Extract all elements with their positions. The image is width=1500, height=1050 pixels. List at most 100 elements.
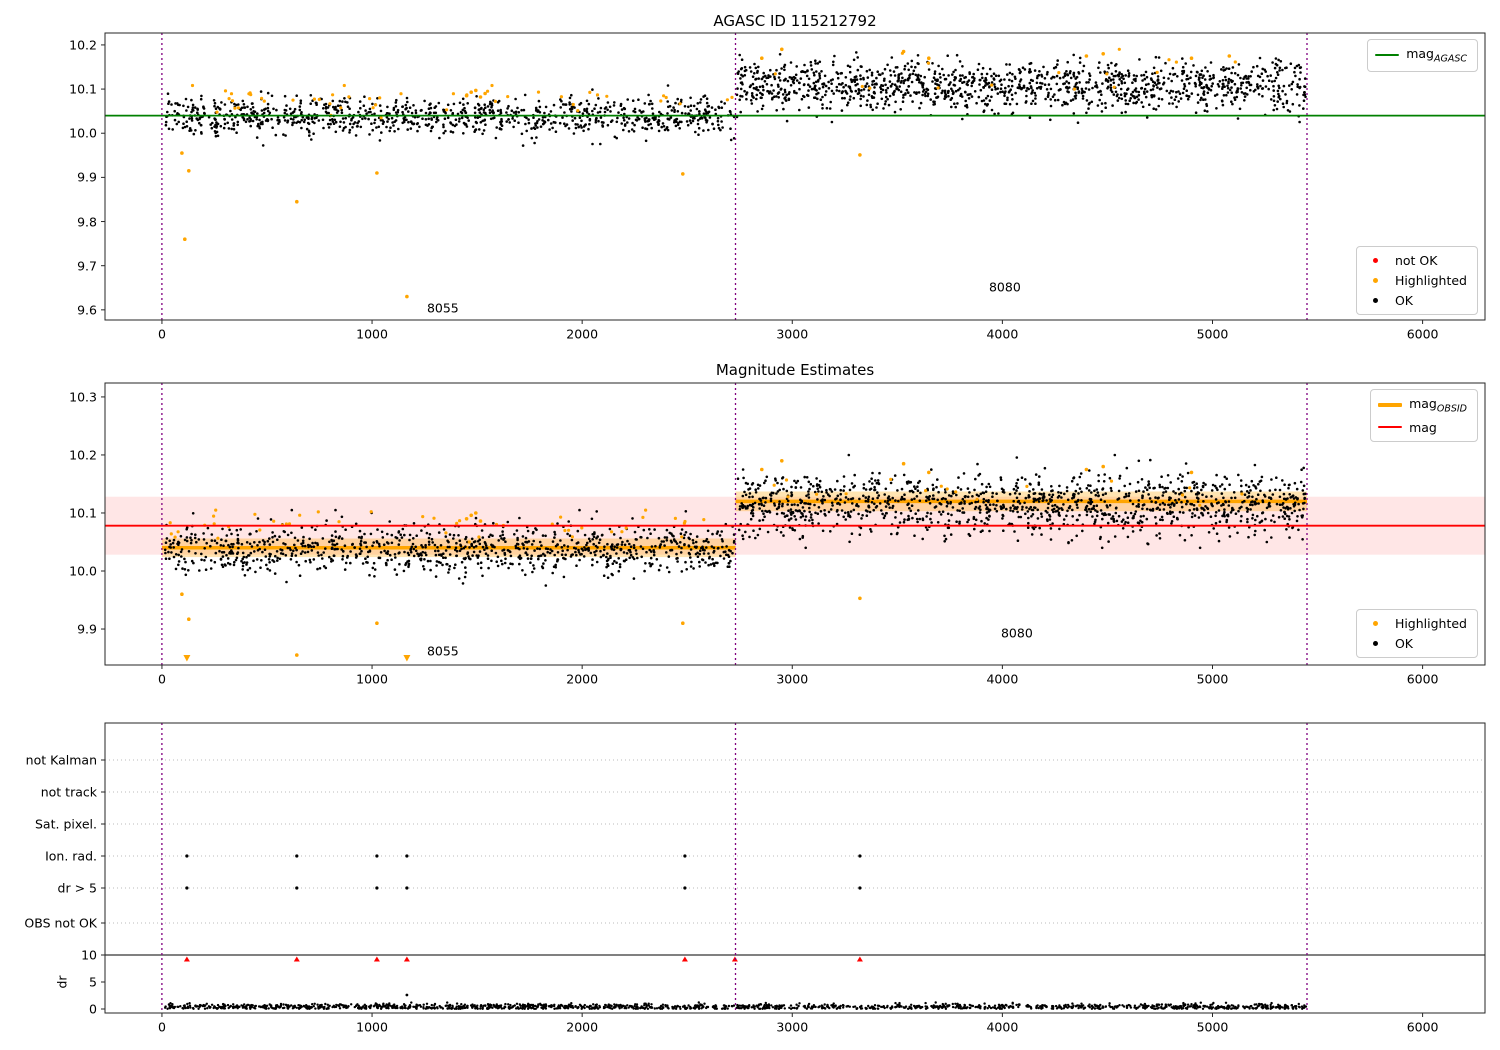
ok-seg1-point xyxy=(506,107,509,110)
ok-seg1-point xyxy=(591,109,594,113)
ok-seg1-point xyxy=(213,104,216,108)
ok-seg1-point xyxy=(510,109,514,112)
ok-seg1-point xyxy=(661,122,665,125)
ok-seg1-point xyxy=(530,127,533,130)
ok-seg1-point xyxy=(341,129,345,132)
ok-seg1-point xyxy=(571,119,574,122)
ok-seg1-point xyxy=(368,133,371,136)
ok-seg1-point xyxy=(331,118,334,121)
ok-seg1-point xyxy=(348,131,351,134)
ok-seg1-point xyxy=(275,108,278,112)
ok-seg1-point xyxy=(251,106,255,109)
ok-seg1-point xyxy=(324,102,328,106)
ok-seg1-point xyxy=(424,123,428,127)
ok-seg1-point xyxy=(477,104,481,107)
ok-seg1-point xyxy=(242,118,246,122)
ok-seg1-point xyxy=(358,100,362,103)
ok-seg1-point xyxy=(673,119,676,122)
ok-seg1-point xyxy=(321,118,325,122)
ok-seg1-point xyxy=(477,108,481,111)
ok-seg1-point xyxy=(194,129,197,132)
ok-seg1-point xyxy=(270,117,273,121)
ok-seg1-point xyxy=(284,134,287,137)
ok-seg1-point xyxy=(258,118,261,122)
ok-seg1-point xyxy=(705,112,708,115)
ok-seg1-point xyxy=(598,110,602,114)
ok-seg1-point xyxy=(405,96,409,100)
ok-seg1-point xyxy=(379,118,383,122)
ok-seg1-point xyxy=(185,109,188,112)
ok-seg1-point xyxy=(666,117,670,121)
ok-seg1-point xyxy=(585,107,589,111)
ok-seg1-point xyxy=(544,105,548,109)
ok-seg1-point xyxy=(298,105,302,108)
ok-seg1-point xyxy=(435,117,439,121)
ok-seg1-point xyxy=(525,129,528,133)
ok-seg1-point xyxy=(324,107,328,110)
ok-seg1-point xyxy=(414,111,418,115)
ok-seg1-point xyxy=(638,109,641,112)
ok-seg1-point xyxy=(232,127,236,131)
ok-seg1-point xyxy=(696,102,700,105)
ok-seg1-point xyxy=(191,106,195,109)
ok-seg1-point xyxy=(670,109,674,112)
ok-seg1-point xyxy=(185,120,188,123)
ok-seg1-point xyxy=(364,117,367,120)
ok-seg1-point xyxy=(363,95,366,98)
ok-seg1-point xyxy=(539,125,543,128)
ok-seg1-point xyxy=(385,115,389,119)
ok-seg1-point xyxy=(261,122,264,126)
ok-seg1-point xyxy=(192,132,196,136)
ok-seg1-point xyxy=(249,118,252,121)
ok-seg1-point xyxy=(601,124,604,127)
ok-seg1-point xyxy=(572,132,576,135)
ok-seg1-point xyxy=(407,120,410,124)
ok-seg1-point xyxy=(403,118,407,122)
ok-seg1-point xyxy=(622,116,625,120)
ok-seg1-point xyxy=(511,117,514,120)
ok-seg1-point xyxy=(283,119,287,122)
ok-seg1-point xyxy=(717,123,720,127)
ok-seg1-point xyxy=(429,106,433,110)
ok-seg1-point xyxy=(415,122,419,126)
ok-seg1-point xyxy=(223,122,227,126)
ok-seg1-point xyxy=(407,110,410,113)
ok-seg1-point xyxy=(334,130,338,134)
ok-seg1-point xyxy=(249,108,253,111)
ok-seg1-point xyxy=(499,120,502,124)
ok-seg1-point xyxy=(289,117,293,121)
ok-seg1-point xyxy=(672,106,675,109)
ok-seg1-point xyxy=(283,94,287,98)
ok-seg1-point xyxy=(213,101,217,105)
ok-seg1-point xyxy=(266,91,270,95)
ok-seg1-point xyxy=(460,111,464,115)
ok-seg1-point xyxy=(452,102,456,106)
ok-seg1-point xyxy=(478,128,481,131)
ok-seg1-point xyxy=(643,117,647,120)
ok-seg1-point xyxy=(563,122,566,125)
ok-seg1-point xyxy=(674,124,678,128)
ok-seg1-point xyxy=(480,106,483,110)
ok-seg1-point xyxy=(311,120,315,124)
ok-seg1-point xyxy=(428,111,432,114)
ok-seg1-point xyxy=(619,102,623,106)
ok-seg1-point xyxy=(386,105,389,109)
ok-seg1-point xyxy=(328,118,332,122)
ok-seg1-point xyxy=(243,106,247,109)
ok-seg1-point xyxy=(597,97,600,100)
ok-seg1-point xyxy=(495,126,499,129)
ok-seg1-point xyxy=(430,118,434,121)
ok-seg1-point xyxy=(375,126,378,129)
ok-seg1-point xyxy=(587,102,591,106)
ok-seg1-point xyxy=(678,127,681,130)
ok-seg1-point xyxy=(688,119,692,122)
ok-seg1-point xyxy=(517,121,520,124)
ok-seg1-point xyxy=(200,131,203,134)
ok-seg1-point xyxy=(499,122,503,126)
ok-seg1-point xyxy=(343,97,346,100)
ok-seg1-point xyxy=(171,128,174,131)
ok-seg1-point xyxy=(396,108,400,112)
ok-seg1-point xyxy=(291,123,294,127)
ok-seg1-point xyxy=(696,122,700,126)
